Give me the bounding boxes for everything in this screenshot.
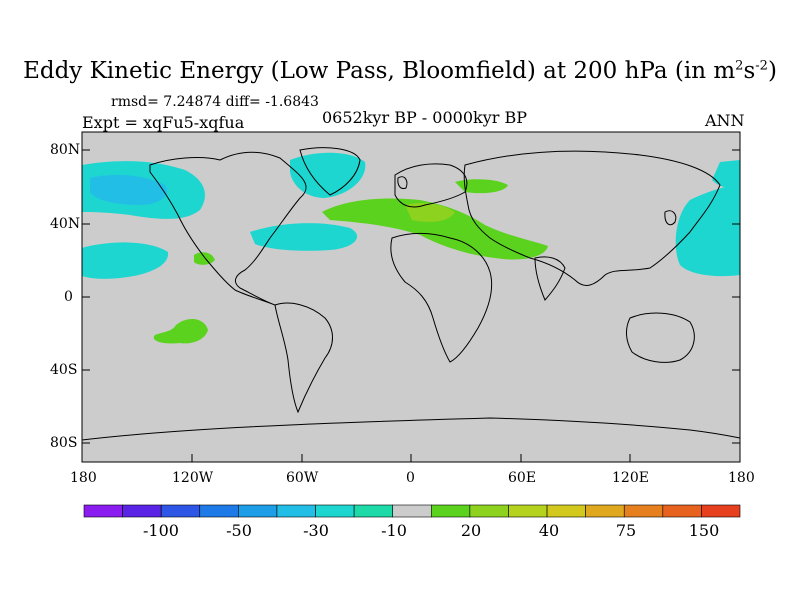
chart-title: Eddy Kinetic Energy (Low Pass, Bloomfiel… [23, 58, 777, 84]
colorbar-swatch [662, 504, 702, 518]
south-america-coast [274, 302, 333, 414]
colorbar-swatch [585, 504, 625, 518]
colorbar-swatch [623, 504, 664, 518]
lon-tick-label: 60W [286, 470, 319, 486]
labrador-anomaly [290, 152, 366, 198]
north-america-coast [149, 151, 307, 306]
colorbar-swatch [546, 504, 586, 518]
colorbar-label: 150 [688, 521, 720, 540]
period-label: 0652kyr BP - 0000kyr BP [322, 108, 527, 127]
north-atlantic-anomaly [250, 223, 358, 251]
negative-anomaly-regions [82, 152, 740, 279]
lon-tick-label: 120W [172, 470, 214, 486]
colorbar-swatch [276, 504, 316, 518]
colorbar-swatch [122, 504, 162, 518]
positive-anomaly-regions [153, 179, 548, 344]
colorbar-label: 75 [615, 521, 637, 540]
colorbar-swatch [469, 504, 509, 518]
experiment-label: Expt = xqFu5-xqfua [82, 113, 245, 132]
india-coast [534, 256, 566, 301]
colorbar-swatch [83, 504, 123, 518]
colorbar-swatch [160, 504, 201, 518]
lon-tick-label: 180 [728, 470, 755, 486]
mediterranean-anomaly [405, 202, 455, 222]
greenland-coast [299, 147, 361, 196]
lat-tick-label: 40S [50, 362, 78, 378]
arctic-pacific-anomaly [712, 160, 740, 188]
gulf-anomaly [194, 252, 215, 265]
lat-tick-label: 0 [64, 289, 73, 305]
lat-tick-label: 40N [50, 216, 81, 232]
britain-coast [397, 176, 408, 189]
colorbar-label: -50 [226, 521, 252, 540]
colorbar-swatch [701, 504, 741, 518]
africa-coast [390, 233, 493, 363]
lon-tick-label: 120E [612, 470, 649, 486]
colorbar-label: -100 [143, 521, 179, 540]
colorbar-label: -10 [381, 521, 407, 540]
lon-tick-label: 0 [406, 470, 415, 486]
lon-tick-label: 180 [70, 470, 97, 486]
colorbar-swatch [199, 504, 239, 518]
lat-tick-label: 80N [50, 142, 81, 158]
colorbar-swatch [353, 504, 394, 518]
lat-axis [82, 149, 740, 444]
north-pacific-core [90, 174, 168, 205]
lon-axis [81, 454, 741, 462]
asia-coast [463, 150, 721, 286]
eurasia-jet-anomaly [322, 198, 548, 260]
colorbar-label: 40 [538, 521, 560, 540]
stats-label: rmsd= 7.24874 diff= -1.6843 [111, 94, 319, 110]
west-pacific-anomaly [675, 185, 740, 277]
colorbar-label: -30 [303, 521, 329, 540]
season-label: ANN [705, 111, 745, 130]
colorbar-swatch [238, 504, 278, 518]
colorbar-swatch [315, 504, 355, 518]
lat-tick-label: 80S [50, 435, 78, 451]
antarctica-coast [81, 417, 741, 441]
colorbar-swatch [508, 504, 548, 518]
colorbar-swatch [392, 504, 432, 518]
lon-tick-label: 60E [508, 470, 537, 486]
coastlines [81, 147, 741, 441]
colorbar-swatch [430, 504, 471, 518]
subtropical-pacific-anomaly [82, 242, 169, 279]
europe-coast [394, 163, 468, 208]
colorbar-label: 20 [460, 521, 482, 540]
australia-coast [626, 312, 695, 363]
north-sea-anomaly [455, 179, 508, 194]
colorbar [83, 504, 741, 518]
japan-coast [664, 210, 677, 226]
south-pacific-anomaly [153, 318, 208, 344]
